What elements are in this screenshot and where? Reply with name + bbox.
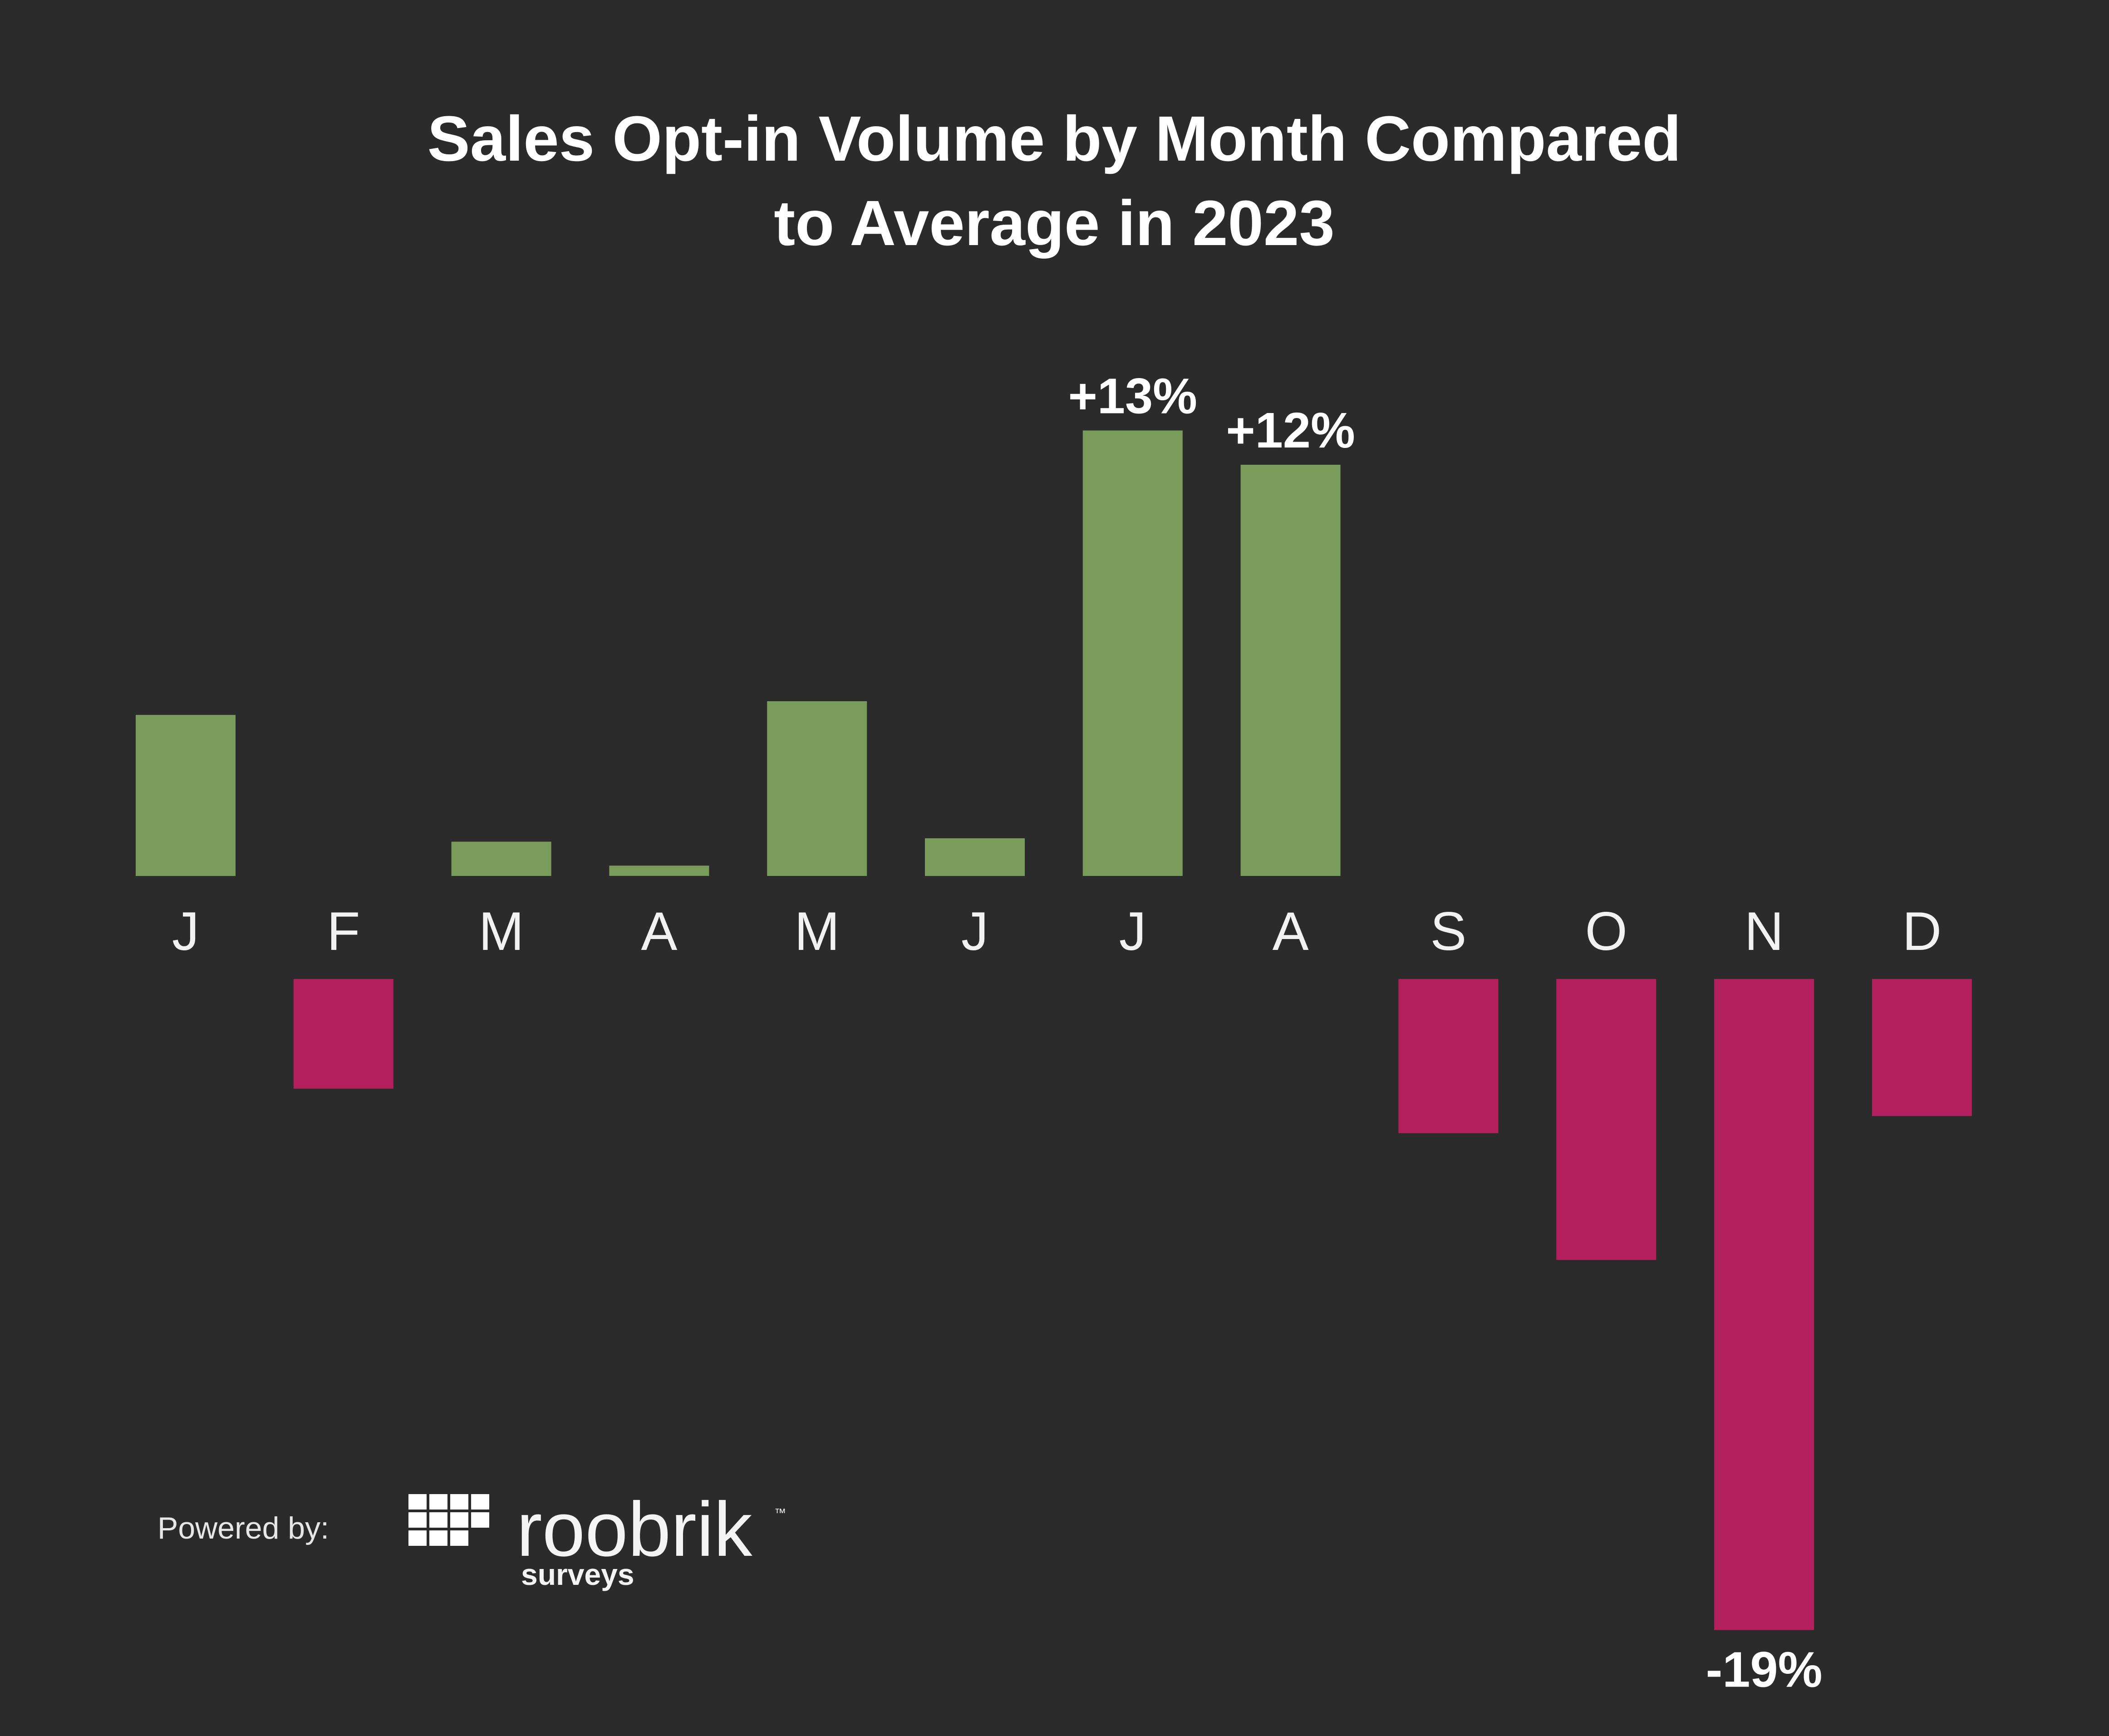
grid-logo-icon [408, 1494, 489, 1546]
bar-3 [451, 841, 551, 876]
bar-10 [1556, 979, 1657, 1260]
month-label-11: N [1745, 901, 1784, 962]
bar-12 [1872, 979, 1972, 1116]
value-labels-group: +13% +12% -19% [1068, 369, 1823, 1698]
brand-trademark: ™ [774, 1506, 786, 1520]
month-label-1: J [172, 901, 199, 962]
bar-2 [293, 979, 393, 1089]
data-label-7: +13% [1068, 369, 1197, 424]
chart-title-line-2: to Average in 2023 [774, 187, 1335, 259]
month-label-12: D [1902, 901, 1942, 962]
month-label-7: J [1119, 901, 1146, 962]
brand-name: roobrik [516, 1486, 753, 1573]
bar-1 [136, 715, 236, 876]
bar-8 [1240, 465, 1341, 876]
month-label-5: M [794, 901, 840, 962]
bar-11 [1714, 979, 1814, 1630]
data-label-8: +12% [1226, 403, 1355, 458]
month-label-2: F [327, 901, 360, 962]
powered-by-label: Powered by: [157, 1511, 329, 1545]
month-label-9: S [1430, 901, 1466, 962]
chart-title-line-1: Sales Opt-in Volume by Month Compared [428, 103, 1681, 174]
month-label-4: A [641, 901, 677, 962]
bar-5 [767, 701, 867, 876]
month-label-8: A [1273, 901, 1309, 962]
bars-group [136, 430, 1972, 1630]
branding: Powered by: roobrik ™ surveys [157, 1486, 786, 1591]
bar-7 [1082, 430, 1183, 876]
bar-9 [1398, 979, 1499, 1133]
month-label-10: O [1585, 901, 1627, 962]
bar-6 [925, 838, 1025, 876]
brand-subtext: surveys [521, 1558, 634, 1591]
month-label-3: M [479, 901, 524, 962]
month-label-6: J [961, 901, 988, 962]
bar-4 [609, 866, 709, 876]
data-label-11: -19% [1706, 1642, 1823, 1698]
